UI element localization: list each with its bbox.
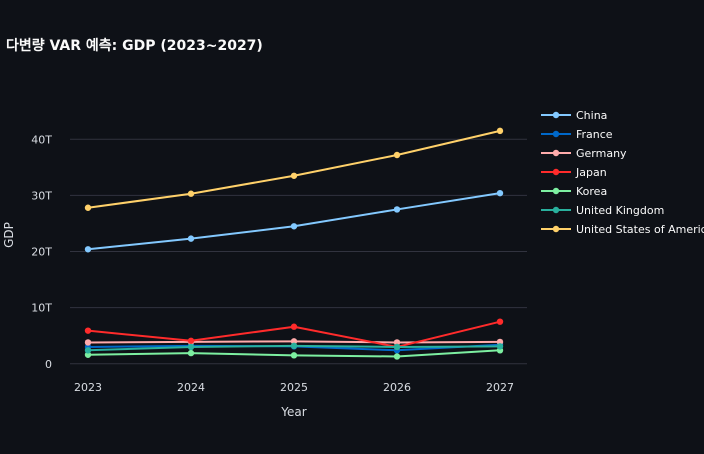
data-point[interactable] [496,189,504,197]
data-point[interactable] [290,223,298,230]
x-tick-label: 2027 [486,381,514,394]
data-point[interactable] [393,151,401,159]
data-point[interactable] [496,343,504,350]
data-point[interactable] [393,339,401,346]
legend-label: United Kingdom [576,204,664,217]
legend-swatch-marker [552,187,560,195]
y-tick-label: 20T [31,246,52,259]
data-point[interactable] [393,343,401,351]
x-tick-label: 2025 [280,381,308,394]
data-point[interactable] [187,337,195,344]
legend-label: Japan [575,166,607,179]
legend-item[interactable]: Korea [541,185,607,198]
data-point[interactable] [187,349,195,357]
y-tick-label: 40T [31,133,52,146]
data-point[interactable] [496,127,504,135]
legend-label: France [576,128,613,141]
gridlines [70,138,527,365]
series-line[interactable] [87,129,501,209]
y-axis-ticks: 0 10T 20T 30T 40T [31,133,52,370]
data-point[interactable] [393,206,401,213]
legend-item[interactable]: China [541,109,607,122]
legend-swatch-marker [552,130,560,138]
legend-label: United States of America [576,223,704,236]
y-tick-label: 10T [31,302,52,315]
data-point[interactable] [290,323,298,330]
data-point[interactable] [187,343,195,351]
data-point[interactable] [496,338,504,346]
data-point[interactable] [84,204,92,211]
legend-item[interactable]: United Kingdom [541,204,664,217]
series-united-states-of-america[interactable] [84,127,504,211]
x-axis-ticks: 2023 2024 2025 2026 2027 [74,381,514,394]
data-point[interactable] [84,347,92,354]
data-point[interactable] [84,327,92,334]
y-axis-label: GDP [2,222,16,248]
y-tick-label: 30T [31,189,52,202]
data-point[interactable] [290,352,298,359]
legend-label: China [576,109,607,122]
data-point[interactable] [84,246,92,253]
data-point[interactable] [290,172,298,179]
legend-item[interactable]: France [541,128,613,141]
y-tick-label: 0 [45,358,52,371]
legend-swatch-marker [552,206,560,214]
legend-swatch-marker [552,168,560,176]
data-point[interactable] [290,338,298,345]
data-point[interactable] [84,339,92,346]
data-point[interactable] [84,351,92,358]
legend-swatch-marker [552,111,560,119]
legend-label: Germany [576,147,627,160]
x-tick-label: 2026 [383,381,411,394]
chart-title: 다변량 VAR 예측: GDP (2023~2027) [6,38,263,54]
legend: China France Germany Japan Korea United Kingd… [541,109,704,236]
legend-item[interactable]: United States of America [541,223,704,236]
series-germany[interactable] [84,338,504,346]
data-point[interactable] [393,353,401,360]
data-point[interactable] [496,318,504,325]
legend-swatch-marker [552,225,560,233]
x-tick-label: 2023 [74,381,102,394]
x-axis-label: Year [280,405,306,419]
series-china[interactable] [84,189,504,253]
series-layer [84,127,504,360]
legend-item[interactable]: Germany [541,147,627,160]
series-line[interactable] [87,192,501,251]
legend-item[interactable]: Japan [541,166,607,179]
data-point[interactable] [187,235,195,242]
x-tick-label: 2024 [177,381,205,394]
data-point[interactable] [187,190,195,197]
legend-swatch-marker [552,149,560,157]
series-united-kingdom[interactable] [84,342,504,354]
legend-label: Korea [576,185,607,198]
data-point[interactable] [290,342,298,350]
